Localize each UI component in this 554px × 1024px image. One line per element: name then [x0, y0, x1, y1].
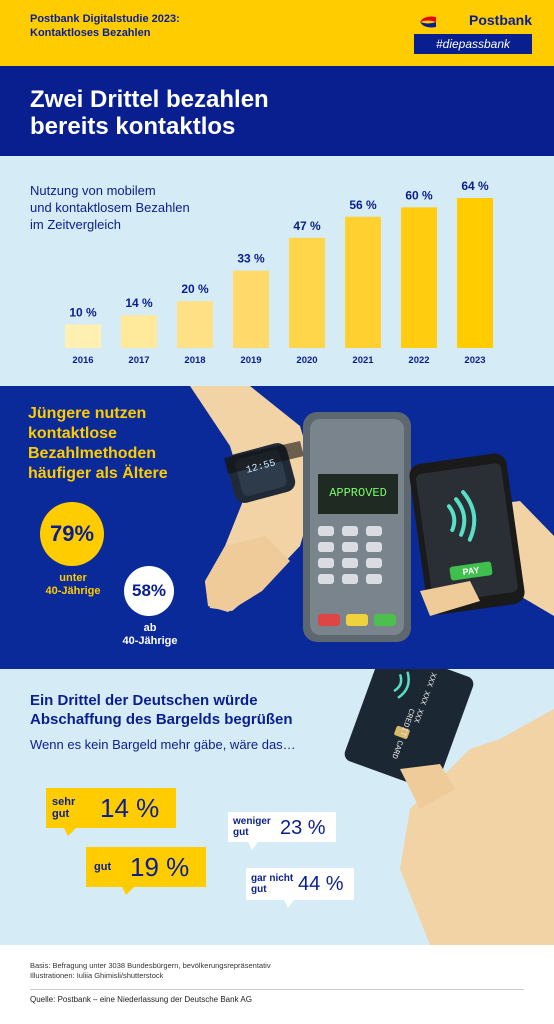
footer-basis-text: Basis: Befragung unter 3038 Bundesbürger…	[30, 961, 271, 970]
under-40-label-line-1: unter	[59, 572, 87, 584]
bar-value-label: 56 %	[349, 198, 377, 212]
opinion-label-line-2: gut	[251, 884, 267, 895]
bar-2021	[345, 216, 381, 348]
hand-with-smartphone-illustration	[409, 453, 554, 616]
x-tick-label: 2023	[464, 355, 485, 366]
opinion-value: 19 %	[130, 852, 190, 882]
opinion-bubble-gar-nicht-gut: gar nicht gut 44 %	[246, 868, 356, 908]
x-tick-label: 2021	[352, 355, 374, 366]
under-40-value-circle: 79%	[40, 502, 104, 566]
opinion-bubble-sehr-gut: sehr gut 14 %	[46, 788, 178, 836]
bar-value-label: 33 %	[237, 252, 265, 266]
opinion-label-line-1: weniger	[233, 816, 271, 827]
bar-value-label: 14 %	[125, 296, 153, 310]
bar-2018	[177, 301, 213, 348]
chart-title-line-2: und kontaktlosem Bezahlen	[30, 200, 190, 215]
postbank-logo: Postbank #diepassbank	[414, 12, 532, 58]
card-terminal-illustration	[303, 412, 411, 642]
postbank-logo-mark-icon	[420, 16, 436, 28]
opinion-label: weniger gut	[233, 816, 271, 838]
over-40-label-line-1: ab	[143, 622, 157, 634]
bar-2023	[457, 198, 493, 348]
over-40-label: ab 40-Jährige	[118, 622, 182, 648]
opinion-value: 14 %	[100, 793, 160, 823]
footer-basis: Basis: Befragung unter 3038 Bundesbürger…	[30, 961, 530, 981]
over-40-value-circle: 58%	[124, 566, 174, 616]
bar-2017	[121, 315, 157, 348]
bubble-shape	[86, 847, 206, 895]
footer: Basis: Befragung unter 3038 Bundesbürger…	[0, 945, 554, 1024]
opinion-section: CREDIT CARD XXX XXX XXX Ein Drittel der …	[0, 669, 554, 945]
x-tick-label: 2022	[408, 355, 429, 366]
opinion-bubble-weniger-gut: weniger gut 23 %	[228, 812, 338, 850]
chart-title: Nutzung von mobilem und kontaktlosem Bez…	[30, 182, 240, 233]
bar-value-label: 20 %	[181, 282, 209, 296]
chart-section: Nutzung von mobilem und kontaktlosem Bez…	[0, 156, 554, 386]
opinion-label-line-2: gut	[52, 808, 70, 820]
opinion-label: gar nicht gut	[251, 873, 293, 895]
opinion-label-line-2: gut	[233, 827, 249, 838]
x-tick-label: 2017	[128, 355, 149, 366]
page-title: Zwei Drittel bezahlen bereits kontaktlos	[30, 86, 350, 140]
terminal-approved-text: APPROVED	[329, 486, 387, 500]
age-title-line-2: kontaktlose	[28, 425, 117, 442]
opinion-value: 23 %	[280, 817, 326, 839]
title-band: Zwei Drittel bezahlen bereits kontaktlos	[0, 66, 554, 156]
bubble-shape	[46, 788, 176, 836]
opinion-label-line-1: gut	[94, 861, 112, 873]
bar-value-label: 60 %	[405, 188, 433, 202]
header-bar: Postbank Digitalstudie 2023: Kontaktlose…	[0, 0, 554, 66]
over-40-label-line-2: 40-Jährige	[122, 635, 178, 647]
opinion-subtitle: Wenn es kein Bargeld mehr gäbe, wäre das…	[30, 737, 296, 752]
hand-with-card-illustration	[344, 669, 554, 945]
under-40-label-line-2: 40-Jährige	[45, 585, 101, 597]
x-tick-label: 2016	[72, 355, 93, 366]
opinion-value: 44 %	[298, 873, 344, 895]
chart-title-line-3: im Zeitvergleich	[30, 217, 122, 232]
age-section: Jüngere nutzen kontaktlose Bezahlmethode…	[0, 386, 554, 669]
opinion-label: sehr gut	[52, 796, 75, 820]
study-line-1: Postbank Digitalstudie 2023:	[30, 13, 180, 25]
footer-source: Quelle: Postbank – eine Niederlassung de…	[30, 995, 252, 1004]
page-title-line-1: Zwei Drittel bezahlen	[30, 86, 269, 113]
age-title-line-3: Bezahlmethoden	[28, 445, 157, 462]
bar-2020	[289, 237, 325, 348]
bubble-shape	[228, 812, 336, 850]
x-tick-label: 2019	[240, 355, 261, 366]
bar-value-label: 47 %	[293, 219, 321, 233]
footer-divider	[30, 989, 524, 990]
footer-illustrations-credit: Illustrationen: Iuliia Ghimisli/shutters…	[30, 971, 164, 980]
x-tick-label: 2018	[184, 355, 205, 366]
age-section-title: Jüngere nutzen kontaktlose Bezahlmethode…	[28, 404, 208, 484]
bar-value-label: 64 %	[461, 179, 489, 193]
arm-with-smartwatch-illustration	[190, 386, 318, 612]
opinion-title-line-1: Ein Drittel der Deutschen würde	[30, 692, 258, 709]
bar-2019	[233, 270, 269, 348]
age-title-line-1: Jüngere nutzen	[28, 405, 147, 422]
opinion-title-line-2: Abschaffung des Bargelds begrüßen	[30, 711, 293, 728]
opinion-title: Ein Drittel der Deutschen würde Abschaff…	[30, 691, 350, 729]
x-tick-label: 2020	[296, 355, 317, 366]
age-title-line-4: häufiger als Ältere	[28, 465, 168, 482]
opinion-label: gut	[94, 861, 111, 873]
bar-2022	[401, 207, 437, 348]
page-title-line-2: bereits kontaktlos	[30, 113, 236, 140]
opinion-bubble-gut: gut 19 %	[86, 847, 208, 895]
brand-tagline: #diepassbank	[414, 34, 532, 54]
bubble-shape	[246, 868, 354, 908]
under-40-label: unter 40-Jährige	[44, 572, 102, 598]
study-caption: Postbank Digitalstudie 2023: Kontaktlose…	[30, 12, 180, 40]
bar-chart: 10 % 2016 14 % 2017 20 % 2018 33 % 2019 47 % 2020…	[65, 179, 493, 366]
brand-name: Postbank	[468, 12, 532, 28]
payment-illustration	[190, 386, 554, 642]
chart-title-line-1: Nutzung von mobilem	[30, 183, 156, 198]
bar-2016	[65, 324, 101, 348]
study-line-2: Kontaktloses Bezahlen	[30, 27, 151, 39]
bar-value-label: 10 %	[69, 306, 97, 320]
opinion-label-line-1: gar nicht	[251, 873, 294, 884]
opinion-label-line-1: sehr	[52, 796, 76, 808]
